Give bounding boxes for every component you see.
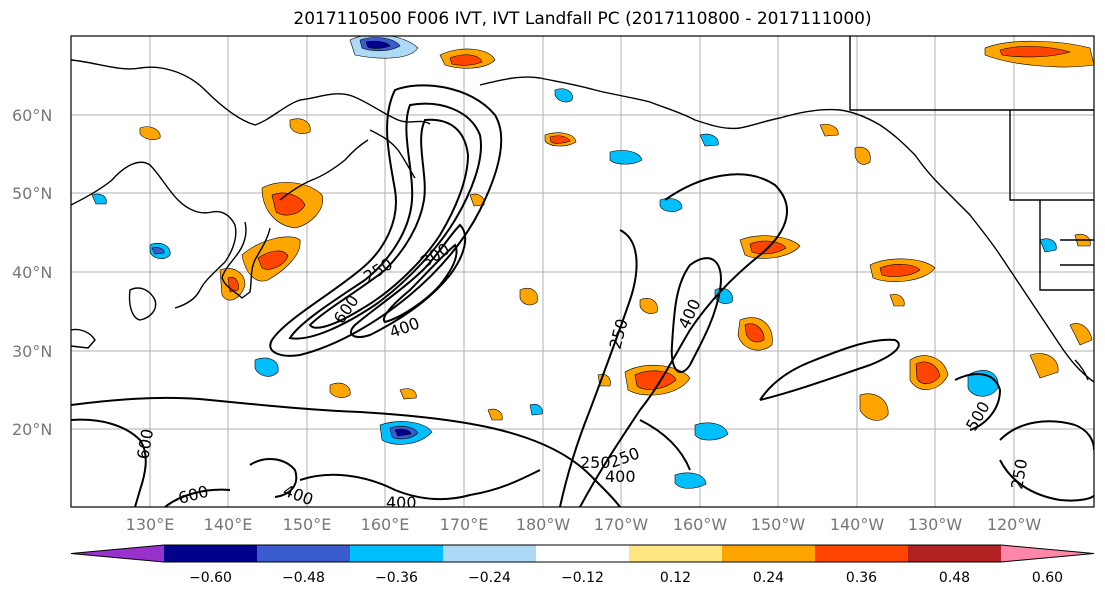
- lat-label: 40°N: [12, 263, 52, 282]
- lon-label: 160°E: [361, 515, 410, 534]
- lon-label: 120°W: [987, 515, 1042, 534]
- colorbar-segment: [257, 545, 351, 562]
- colorbar-tick-label: 0.24: [753, 570, 784, 586]
- latitude-labels: 60°N 50°N 40°N 30°N 20°N: [12, 106, 52, 439]
- lat-label: 20°N: [12, 420, 52, 439]
- colorbar-segment: [722, 545, 816, 562]
- colorbar-segment: [350, 545, 444, 562]
- pc-anomaly-fills: [91, 36, 1094, 489]
- lat-label: 30°N: [12, 342, 52, 361]
- colorbar-segment: [443, 545, 537, 562]
- colorbar-tick-label: −0.48: [282, 570, 325, 586]
- colorbar-segment: [629, 545, 723, 562]
- map-title: 2017110500 F006 IVT, IVT Landfall PC (20…: [293, 9, 872, 29]
- colorbar-outline: [70, 544, 1095, 563]
- colorbar-tick-label: 0.12: [660, 570, 691, 586]
- lon-label: 180°W: [516, 515, 571, 534]
- colorbar-segment: [164, 545, 258, 562]
- lon-label: 150°W: [751, 515, 806, 534]
- colorbar-segment: [1001, 545, 1094, 562]
- lat-label: 60°N: [12, 106, 52, 125]
- contour-label: 250: [580, 453, 611, 472]
- lon-label: 170°E: [440, 515, 489, 534]
- lon-label: 150°E: [283, 515, 332, 534]
- colorbar-tick-label: 0.48: [939, 570, 970, 586]
- lat-label: 50°N: [12, 184, 52, 203]
- contour-label: 400: [386, 493, 417, 512]
- colorbar-segment: [815, 545, 909, 562]
- map-border: [70, 35, 1095, 508]
- colorbar-tick-label: 0.36: [846, 570, 877, 586]
- colorbar: −0.60 −0.48 −0.36 −0.24 −0.12 0.12 0.24 0.36 0.4…: [70, 544, 1095, 586]
- colorbar-tick-label: −0.60: [189, 570, 232, 586]
- lon-label: 170°W: [594, 515, 649, 534]
- colorbar-segment: [71, 545, 164, 562]
- colorbar-segment: [536, 545, 630, 562]
- colorbar-tick-label: 0.60: [1032, 570, 1063, 586]
- ivt-contours: [71, 84, 1094, 507]
- colorbar-tick-label: −0.24: [468, 570, 511, 586]
- colorbar-segment: [908, 545, 1002, 562]
- coastlines: [71, 36, 1094, 383]
- contour-label: 400: [605, 467, 636, 486]
- lon-label: 160°W: [673, 515, 728, 534]
- longitude-labels: 130°E 140°E 150°E 160°E 170°E 180°W 170°…: [126, 515, 1042, 534]
- colorbar-tick-label: −0.36: [375, 570, 418, 586]
- lon-label: 130°E: [126, 515, 175, 534]
- lon-label: 140°E: [204, 515, 253, 534]
- lon-label: 130°W: [908, 515, 963, 534]
- lon-label: 140°W: [830, 515, 885, 534]
- colorbar-tick-label: −0.12: [561, 570, 604, 586]
